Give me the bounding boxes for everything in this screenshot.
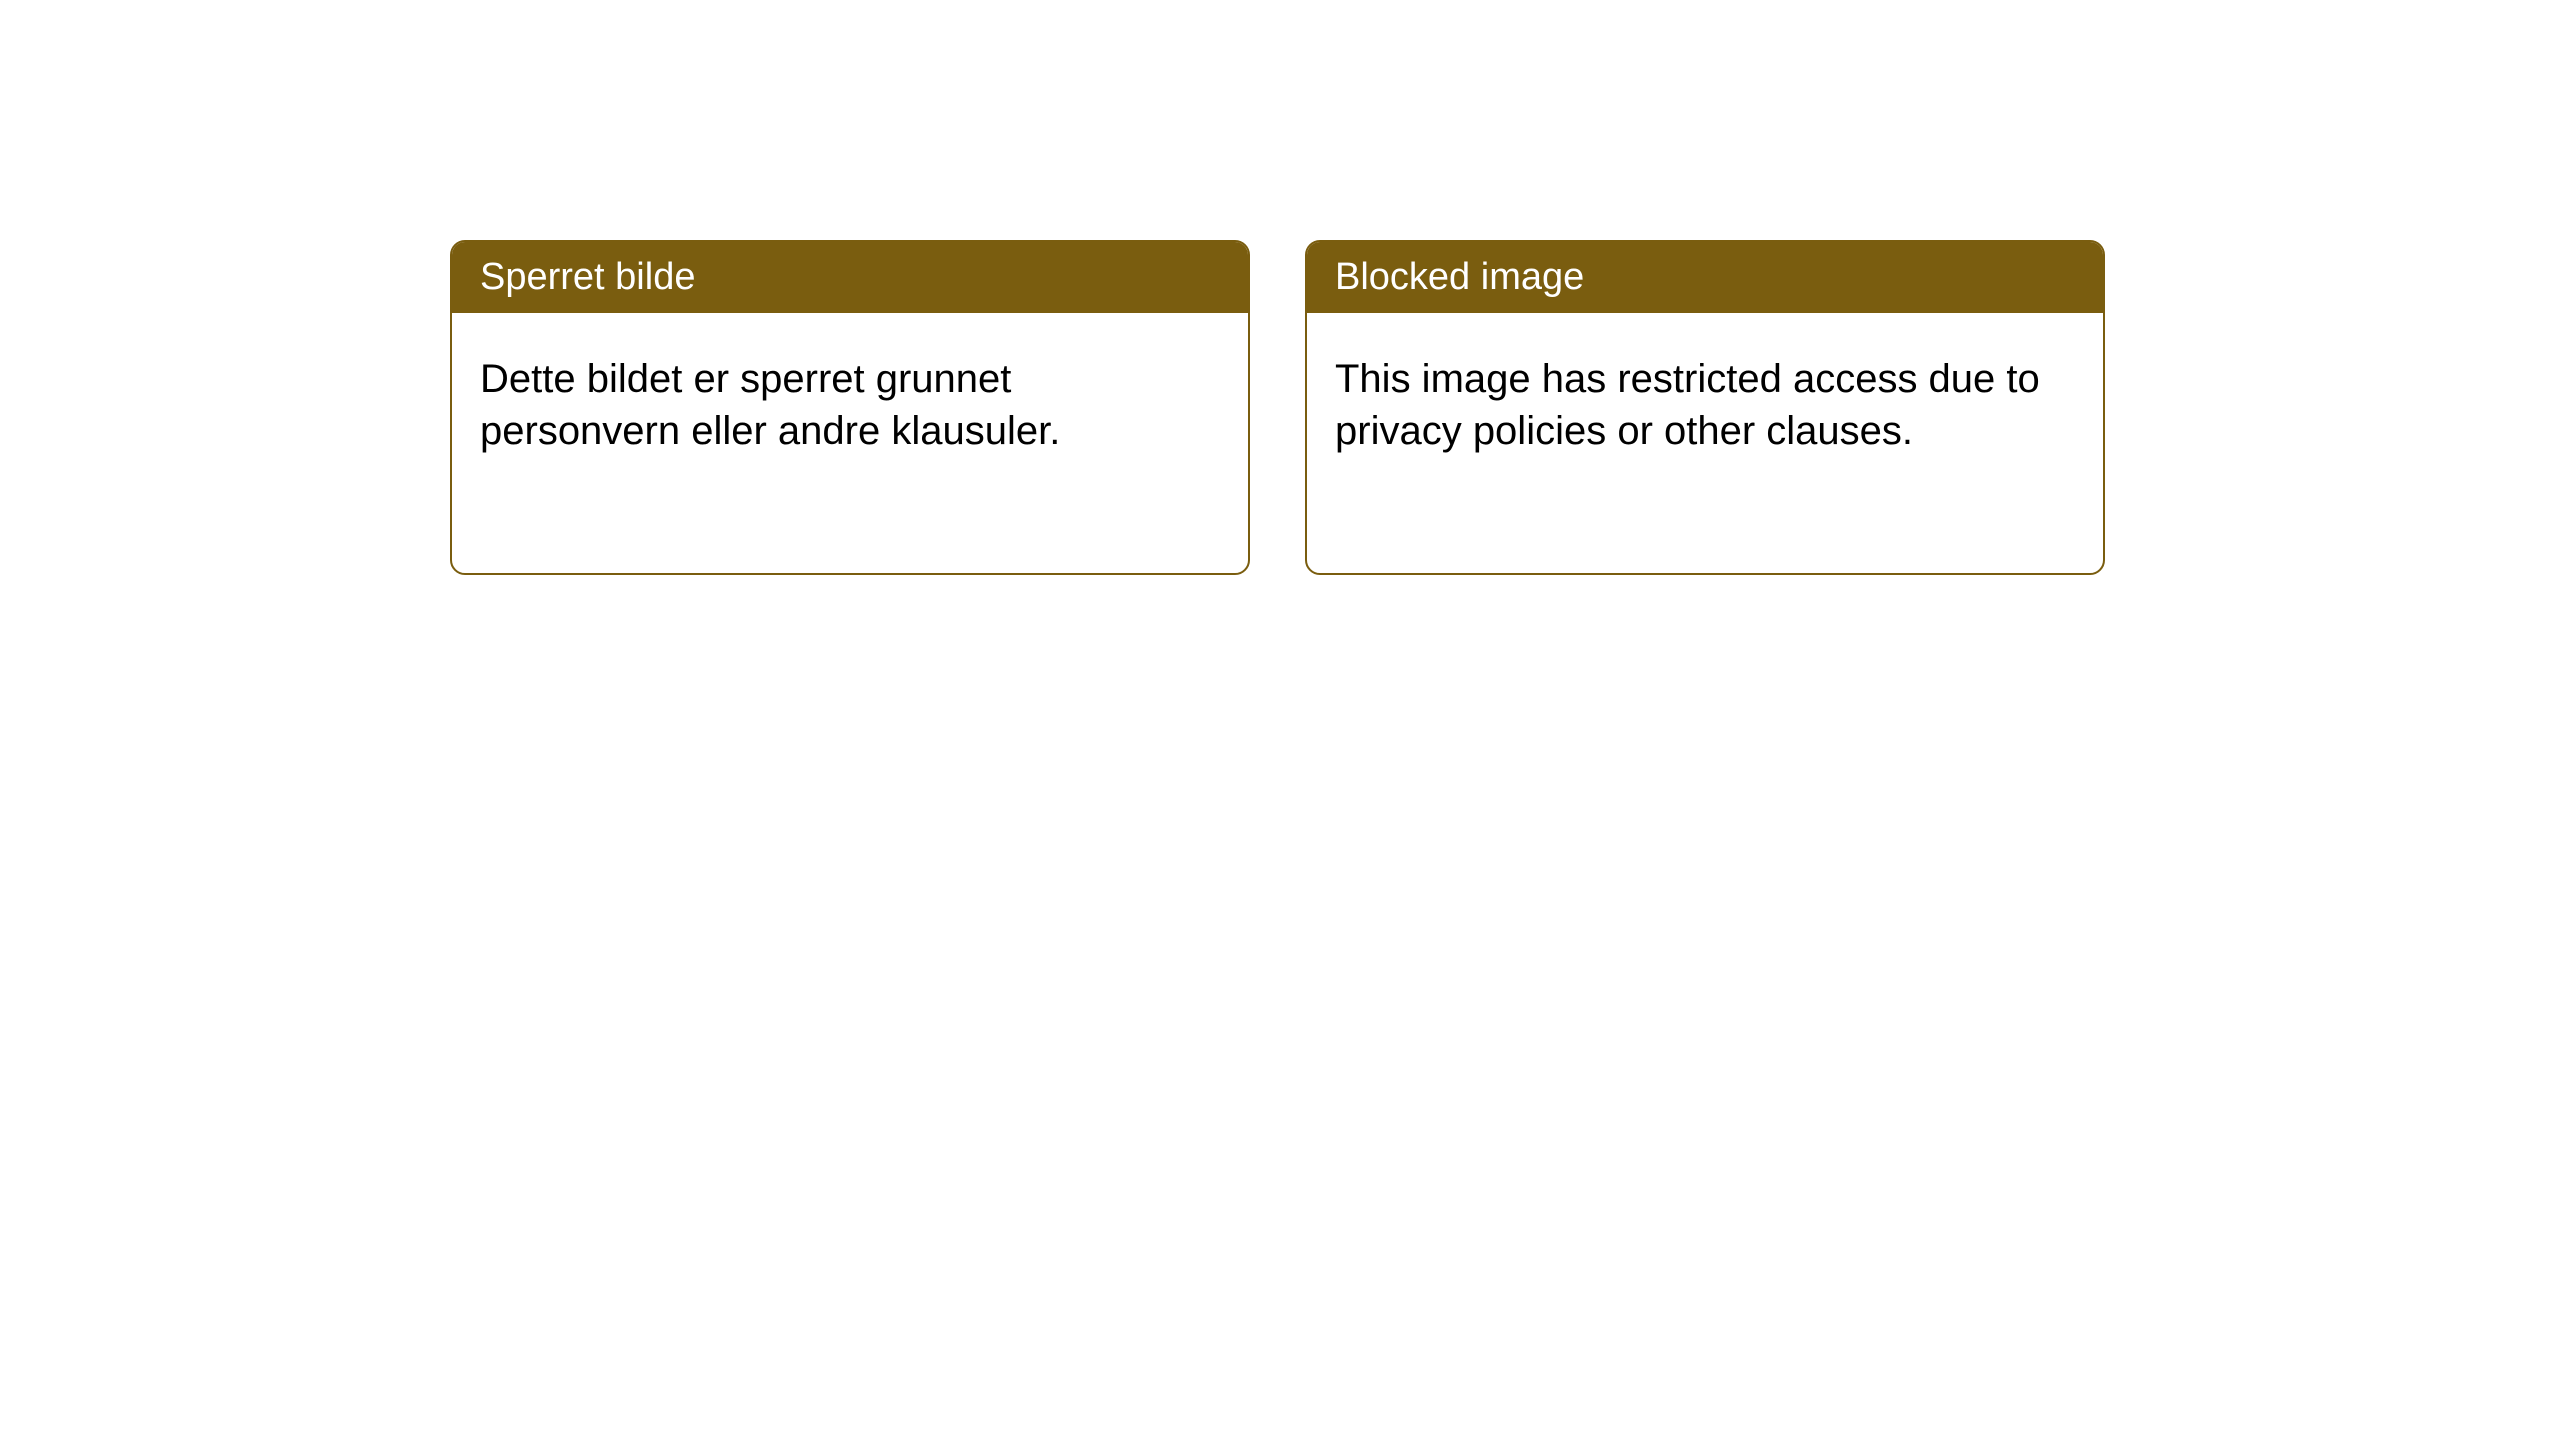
card-body: This image has restricted access due to … xyxy=(1307,313,2103,497)
card-body: Dette bildet er sperret grunnet personve… xyxy=(452,313,1248,497)
cards-container: Sperret bilde Dette bildet er sperret gr… xyxy=(450,240,2560,575)
card-header: Sperret bilde xyxy=(452,242,1248,313)
card-body-text: This image has restricted access due to … xyxy=(1335,357,2040,453)
card-norwegian: Sperret bilde Dette bildet er sperret gr… xyxy=(450,240,1250,575)
card-title: Blocked image xyxy=(1335,256,1584,298)
card-header: Blocked image xyxy=(1307,242,2103,313)
card-title: Sperret bilde xyxy=(480,256,695,298)
card-body-text: Dette bildet er sperret grunnet personve… xyxy=(480,357,1060,453)
card-english: Blocked image This image has restricted … xyxy=(1305,240,2105,575)
